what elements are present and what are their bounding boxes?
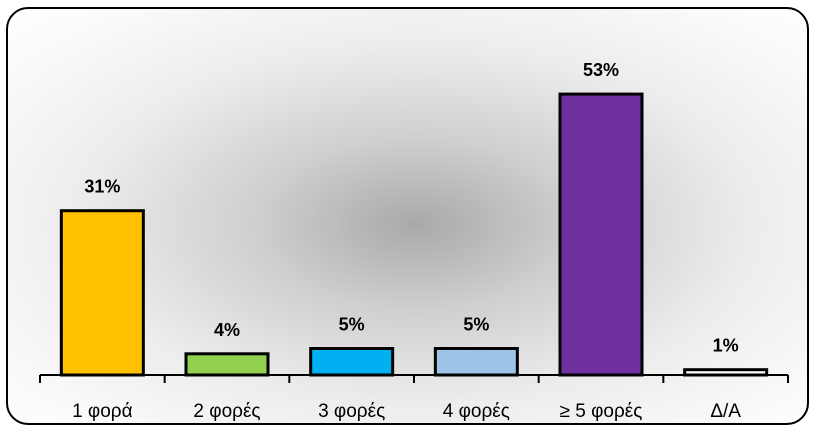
x-tick-labels-layer: 1 φορά 2 φορές 3 φορές 4 φορές ≥ 5 φορές Δ/Α — [72, 401, 741, 422]
x-tick-label-1: 1 φορά — [72, 401, 133, 422]
chart-frame: 31% 4% 5% 5% 53% 1% 1 φορά 2 φορές 3 φορές 4 φορ… — [6, 7, 809, 425]
data-label-4: 5% — [463, 315, 489, 335]
bar-2 — [184, 352, 270, 377]
data-labels-layer: 31% 4% 5% 5% 53% 1% — [84, 60, 738, 356]
data-label-5: 53% — [583, 60, 619, 80]
x-axis — [39, 374, 789, 383]
data-label-3: 5% — [339, 315, 365, 335]
data-label-6: 1% — [713, 336, 739, 356]
bar-chart: 31% 4% 5% 5% 53% 1% 1 φορά 2 φορές 3 φορές 4 φορ… — [39, 60, 789, 422]
x-tick-label-5: ≥ 5 φορές — [560, 401, 643, 422]
bar-5 — [558, 92, 644, 377]
x-tick-label-4: 4 φορές — [443, 401, 510, 422]
data-label-2: 4% — [214, 320, 240, 340]
x-tick-label-2: 2 φορές — [193, 401, 260, 422]
data-label-1: 31% — [84, 177, 120, 197]
bar-4 — [433, 347, 519, 377]
bar-1 — [59, 209, 145, 377]
x-tick-label-3: 3 φορές — [318, 401, 385, 422]
x-tick-label-6: Δ/Α — [710, 401, 741, 422]
bars-layer — [59, 92, 769, 377]
bar-3 — [309, 347, 395, 377]
